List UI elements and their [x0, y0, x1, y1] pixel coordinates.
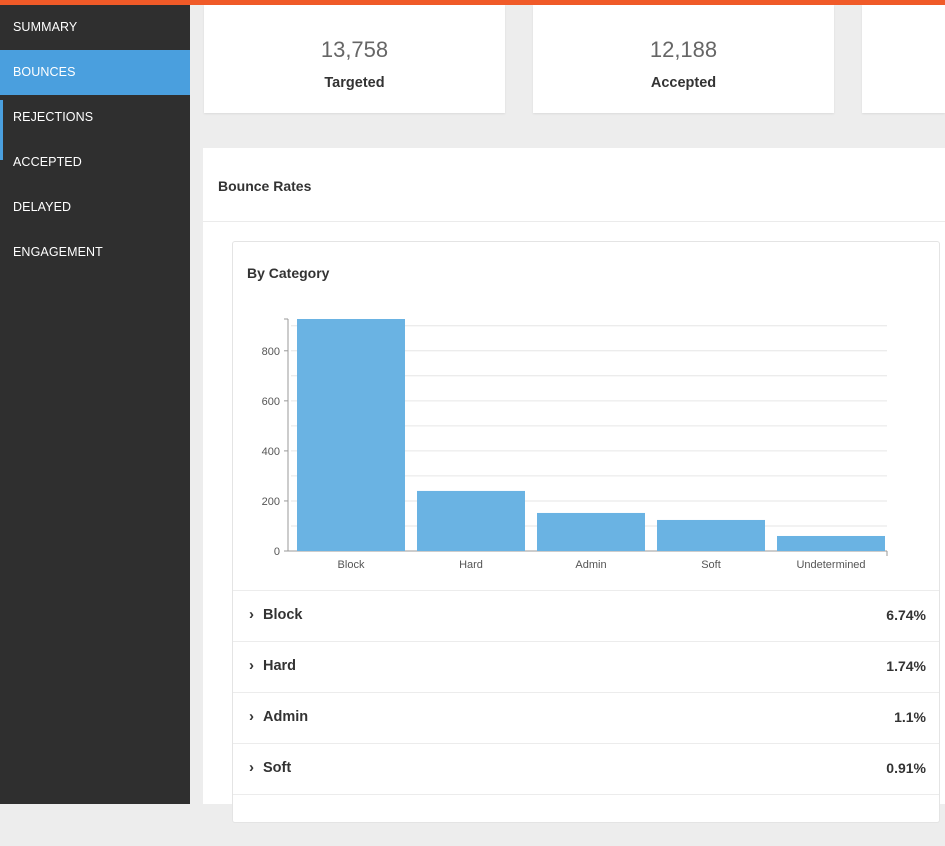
- bar-admin: [537, 512, 645, 551]
- x-tick-label: Hard: [459, 559, 483, 571]
- sidebar-item-delayed[interactable]: DELAYED: [13, 200, 72, 214]
- category-row-next[interactable]: [233, 794, 939, 846]
- sidebar-nav: SUMMARY BOUNCES REJECTIONS ACCEPTED DELA…: [0, 5, 190, 804]
- category-row-block[interactable]: › Block 6.74%: [233, 590, 939, 642]
- y-tick-label: 800: [262, 346, 280, 358]
- y-tick-label: 0: [274, 546, 280, 558]
- sidebar-item-bounces[interactable]: BOUNCES: [0, 50, 190, 95]
- chevron-right-icon: ›: [249, 657, 254, 674]
- top-accent-bar: [0, 0, 945, 5]
- sidebar-item-engagement[interactable]: ENGAGEMENT: [13, 245, 103, 259]
- category-name: Admin: [263, 709, 309, 725]
- stat-value: 13,758: [320, 37, 389, 62]
- stat-value: 12,188: [649, 37, 718, 62]
- x-tick-label: Soft: [701, 559, 721, 571]
- sidebar-item-rejections[interactable]: REJECTIONS: [13, 110, 94, 124]
- chevron-right-icon: ›: [249, 708, 254, 725]
- x-tick-label: Undetermined: [796, 559, 865, 571]
- chevron-right-icon: ›: [249, 759, 254, 776]
- bar-hard: [417, 490, 525, 551]
- panel-title: Bounce Rates: [218, 178, 312, 194]
- bar-chart: 0 200 400 600 800 Block Hard Admin Soft Undetermi…: [262, 318, 888, 571]
- stat-card-accepted: 12,188 Accepted: [533, 5, 834, 113]
- x-tick-label: Admin: [575, 559, 606, 571]
- category-rate: 1.74%: [886, 658, 926, 674]
- stat-label: Accepted: [650, 75, 717, 91]
- category-name: Soft: [263, 760, 292, 776]
- stat-card-targeted: 13,758 Targeted: [204, 5, 505, 113]
- sidebar-item-summary[interactable]: SUMMARY: [13, 20, 78, 34]
- chevron-right-icon: ›: [249, 606, 254, 623]
- bounce-rates-panel: Bounce Rates By Category 0 200 400 600 800 Bl…: [203, 148, 945, 823]
- y-tick-label: 400: [262, 446, 280, 458]
- y-tick-label: 600: [262, 396, 280, 408]
- x-tick-label: Block: [338, 559, 365, 571]
- nav-scroll-marker: [0, 100, 3, 160]
- category-rate: 0.91%: [886, 760, 926, 776]
- bar-block: [297, 319, 405, 551]
- stat-card-partial: [862, 5, 945, 113]
- y-tick-label: 200: [262, 496, 280, 508]
- stat-label: Targeted: [324, 75, 385, 91]
- category-name: Block: [263, 607, 303, 623]
- category-rate: 1.1%: [894, 709, 926, 725]
- by-category-card: By Category 0 200 400 600 800 Block Hard Admin S…: [232, 241, 940, 823]
- chart-title: By Category: [247, 265, 330, 281]
- category-rate: 6.74%: [886, 607, 926, 623]
- bar-soft: [657, 519, 765, 551]
- sidebar-item-accepted[interactable]: ACCEPTED: [13, 155, 82, 169]
- category-name: Hard: [263, 658, 297, 674]
- panel-header: Bounce Rates: [203, 148, 945, 222]
- bar-undetermined: [777, 535, 885, 551]
- category-row-hard[interactable]: › Hard 1.74%: [233, 641, 939, 693]
- category-row-soft[interactable]: › Soft 0.91%: [233, 743, 939, 795]
- category-row-admin[interactable]: › Admin 1.1%: [233, 692, 939, 744]
